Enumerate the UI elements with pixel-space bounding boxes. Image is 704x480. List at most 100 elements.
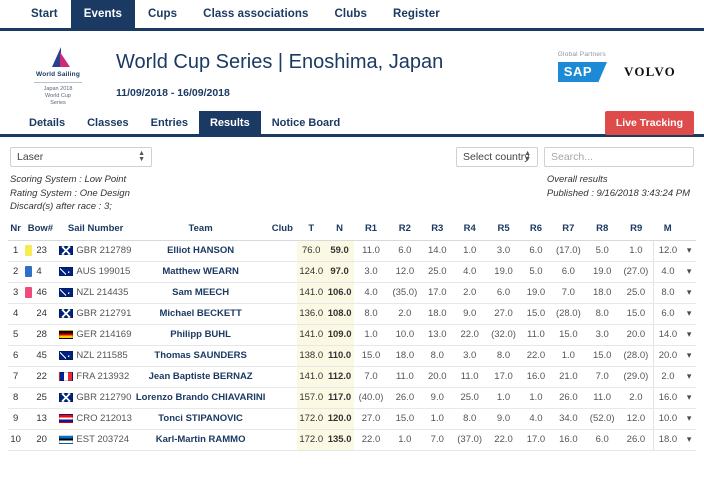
- cell-sail-number: EST 203724: [57, 429, 134, 451]
- table-row[interactable]: 7 22 FRA 213932 Jean Baptiste BERNAZ 141.0 11…: [8, 366, 696, 388]
- cell-race-r5: 8.0: [486, 345, 521, 367]
- table-row[interactable]: 9 13 CRO 212013 Tonci STIPANOVIC 172.0 120.0 2…: [8, 408, 696, 430]
- bow-number-label: 20: [36, 433, 47, 445]
- chevron-down-icon: ▾: [686, 328, 692, 339]
- tab-notice-board[interactable]: Notice Board: [271, 116, 341, 129]
- cell-medal-race: 6.0: [652, 303, 683, 325]
- cell-race-r9: 1.0: [619, 240, 654, 262]
- col-r8: R8: [585, 219, 620, 241]
- table-row[interactable]: 3 46 NZL 214435 Sam MEECH 141.0 106.0 4.0 (35.0…: [8, 282, 696, 304]
- world-sailing-logo: World Sailing Japan 2018 World Cup Serie…: [14, 45, 88, 106]
- col-sail: Sail Number: [57, 219, 134, 241]
- class-select[interactable]: Laser ▲ ▼: [10, 146, 152, 167]
- cell-medal-race: 20.0: [652, 345, 683, 367]
- cell-club: [267, 303, 298, 325]
- tab-entries[interactable]: Entries: [150, 116, 188, 129]
- flag-icon-gbr: [59, 392, 74, 402]
- cell-rank: 6: [8, 345, 24, 367]
- row-expand-button[interactable]: ▾: [682, 282, 696, 304]
- nav-item-events[interactable]: Events: [70, 0, 136, 28]
- cell-race-r5: 19.0: [486, 261, 521, 283]
- cell-race-r7: 7.0: [551, 282, 586, 304]
- country-select-value: Select country: [463, 150, 530, 163]
- bow-number-label: 23: [36, 244, 47, 256]
- row-expand-button[interactable]: ▾: [682, 429, 696, 451]
- sail-number-label: GER 214169: [76, 328, 132, 340]
- search-input[interactable]: [544, 146, 694, 167]
- cell-team-name: Matthew WEARN: [133, 261, 268, 283]
- scoring-info: Scoring System : Low Point Rating System…: [10, 173, 130, 214]
- chevron-down-icon: ▾: [686, 244, 692, 255]
- col-r2: R2: [387, 219, 422, 241]
- cell-race-r3: 25.0: [421, 261, 453, 283]
- cell-total-points: 141.0: [297, 366, 326, 388]
- cell-race-r8: 7.0: [585, 366, 620, 388]
- cell-team-name: Thomas SAUNDERS: [133, 345, 268, 367]
- nav-item-cups[interactable]: Cups: [148, 8, 178, 20]
- sail-number-label: NZL 211585: [76, 349, 128, 361]
- cell-race-r7: 26.0: [551, 387, 586, 409]
- col-r3: R3: [421, 219, 453, 241]
- event-title-block: World Cup Series | Enoshima, Japan 11/09…: [88, 45, 558, 99]
- cell-rank: 5: [8, 324, 24, 346]
- tab-details[interactable]: Details: [29, 116, 66, 129]
- table-row[interactable]: 10 20 EST 203724 Karl-Martin RAMMO 172.0 135.…: [8, 429, 696, 451]
- cell-medal-race: 18.0: [652, 429, 683, 451]
- table-row[interactable]: 6 45 NZL 211585 Thomas SAUNDERS 138.0 110.0 15…: [8, 345, 696, 367]
- live-tracking-button[interactable]: Live Tracking: [604, 111, 694, 135]
- nav-item-class-associations[interactable]: Class associations: [203, 8, 309, 20]
- row-expand-button[interactable]: ▾: [682, 387, 696, 409]
- cell-sail-number: GBR 212791: [57, 303, 134, 325]
- table-row[interactable]: 1 23 GBR 212789 Elliot HANSON 76.0 59.0 11.0 6.…: [8, 240, 696, 262]
- cell-net-points: 109.0: [325, 324, 355, 346]
- cell-race-r7: 6.0: [551, 261, 586, 283]
- cell-race-r2: 18.0: [387, 345, 422, 367]
- cell-net-points: 112.0: [325, 366, 355, 388]
- table-row[interactable]: 2 4 AUS 199015 Matthew WEARN 124.0 97.0 3.0 12.…: [8, 261, 696, 283]
- row-expand-button[interactable]: ▾: [682, 366, 696, 388]
- cell-race-r1: 1.0: [354, 324, 388, 346]
- cell-race-r5: 3.0: [486, 240, 521, 262]
- col-bow: Bow#: [23, 219, 58, 241]
- cell-total-points: 157.0: [297, 387, 326, 409]
- row-expand-button[interactable]: ▾: [682, 345, 696, 367]
- partner-logos: SAP VOLVO: [557, 62, 676, 83]
- cell-race-r8: 18.0: [585, 282, 620, 304]
- bow-color-marker: [25, 286, 33, 298]
- class-select-value: Laser: [17, 150, 44, 163]
- row-expand-button[interactable]: ▾: [682, 408, 696, 430]
- cell-race-r1: 27.0: [354, 408, 388, 430]
- row-expand-button[interactable]: ▾: [682, 261, 696, 283]
- row-expand-button[interactable]: ▾: [682, 240, 696, 262]
- country-select[interactable]: Select country ▲ ▼: [456, 146, 538, 167]
- row-expand-button[interactable]: ▾: [682, 324, 696, 346]
- nav-item-start[interactable]: Start: [31, 8, 58, 20]
- tab-classes[interactable]: Classes: [87, 116, 129, 129]
- table-row[interactable]: 5 28 GER 214169 Philipp BUHL 141.0 109.0 1.0 10…: [8, 324, 696, 346]
- cell-race-r6: 6.0: [520, 240, 552, 262]
- col-expand: [682, 219, 696, 241]
- cell-sail-number: CRO 212013: [57, 408, 134, 430]
- cell-medal-race: 14.0: [652, 324, 683, 346]
- chevron-down-icon: ▾: [686, 286, 692, 297]
- nav-item-register[interactable]: Register: [392, 8, 440, 20]
- nav-item-clubs[interactable]: Clubs: [334, 8, 367, 20]
- cell-total-points: 172.0: [297, 408, 326, 430]
- cell-race-r2: 15.0: [387, 408, 422, 430]
- tab-results[interactable]: Results: [198, 111, 261, 134]
- flag-icon-fra: [59, 371, 74, 381]
- row-expand-button[interactable]: ▾: [682, 303, 696, 325]
- cell-club: [267, 387, 298, 409]
- cell-race-r7: 15.0: [551, 324, 586, 346]
- table-row[interactable]: 4 24 GBR 212791 Michael BECKETT 136.0 108.0 8.…: [8, 303, 696, 325]
- cell-race-r8: 8.0: [585, 303, 620, 325]
- col-club: Club: [267, 219, 298, 241]
- cell-race-r6: 1.0: [520, 387, 552, 409]
- bow-color-marker: [25, 265, 33, 277]
- cell-race-r9: (28.0): [619, 345, 654, 367]
- table-row[interactable]: 8 25 GBR 212790 Lorenzo Brando CHIAVARINI 15…: [8, 387, 696, 409]
- chevron-down-icon: ▾: [686, 349, 692, 360]
- cell-race-r9: (27.0): [619, 261, 654, 283]
- cell-race-r1: 11.0: [354, 240, 388, 262]
- cell-total-points: 136.0: [297, 303, 326, 325]
